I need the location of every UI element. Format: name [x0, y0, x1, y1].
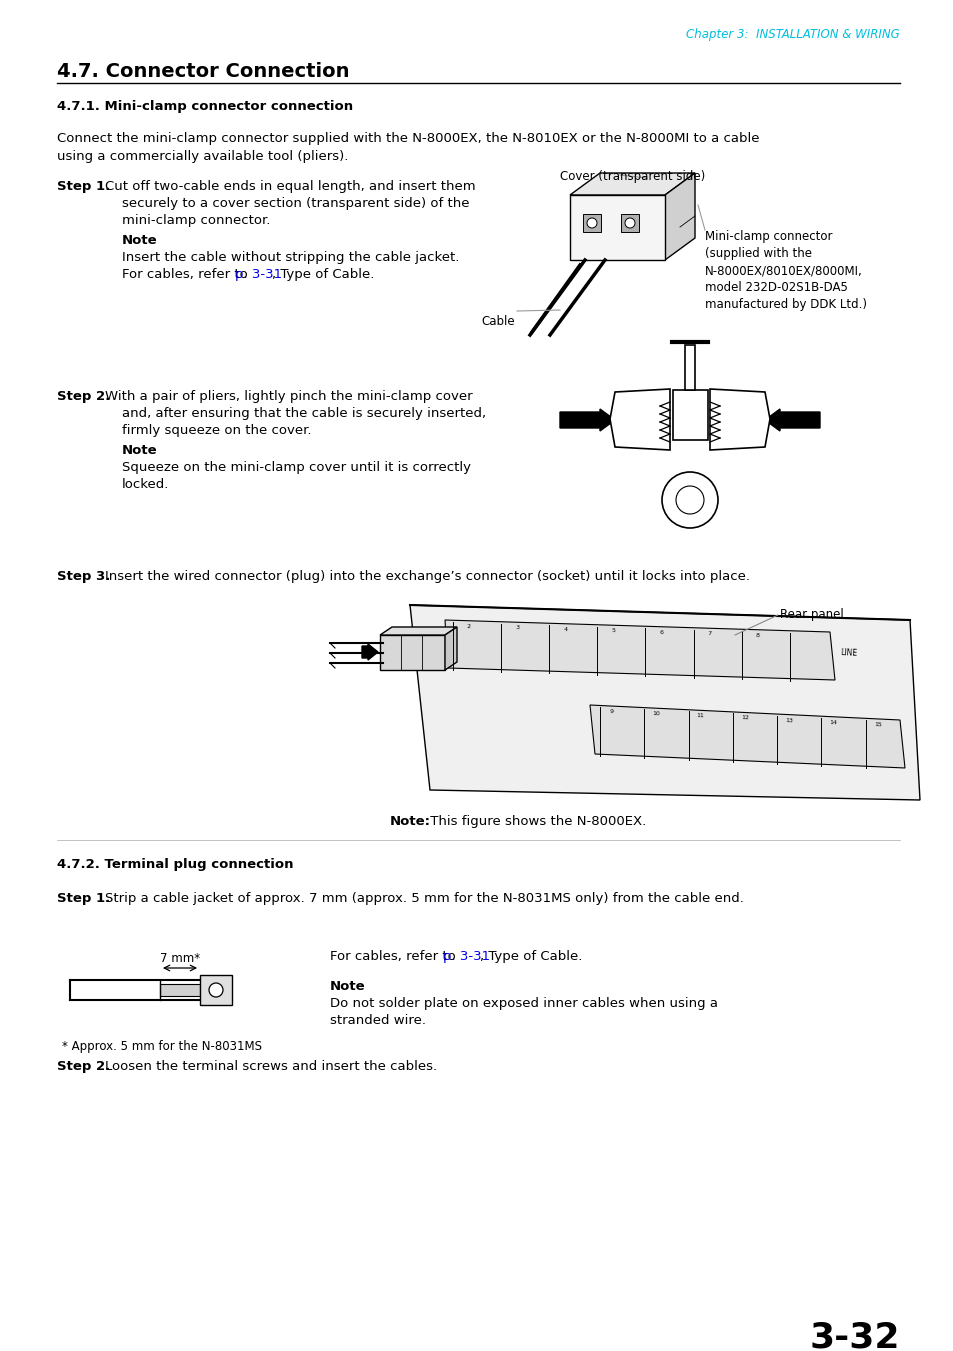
Text: Loosen the terminal screws and insert the cables.: Loosen the terminal screws and insert th… [105, 1061, 436, 1073]
Polygon shape [444, 620, 834, 680]
Text: Squeeze on the mini-clamp cover until it is correctly: Squeeze on the mini-clamp cover until it… [122, 461, 471, 474]
Bar [684, 345, 695, 390]
Text: securely to a cover section (transparent side) of the: securely to a cover section (transparent… [122, 197, 469, 209]
Text: 7: 7 [707, 631, 711, 636]
Circle shape [676, 486, 703, 513]
Text: using a commercially available tool (pliers).: using a commercially available tool (pli… [57, 150, 348, 163]
Polygon shape [410, 605, 919, 800]
Text: Note: Note [122, 444, 157, 457]
Text: Insert the wired connector (plug) into the exchange’s connector (socket) until i: Insert the wired connector (plug) into t… [105, 570, 749, 584]
Bar [160, 984, 200, 996]
Bar [379, 635, 444, 670]
Text: For cables, refer to: For cables, refer to [330, 950, 459, 963]
Text: 4.7.2. Terminal plug connection: 4.7.2. Terminal plug connection [57, 858, 294, 871]
Text: Step 2.: Step 2. [57, 390, 111, 403]
Text: 4.7.1. Mini-clamp connector connection: 4.7.1. Mini-clamp connector connection [57, 100, 353, 113]
Text: firmly squeeze on the cover.: firmly squeeze on the cover. [122, 424, 312, 436]
Text: Do not solder plate on exposed inner cables when using a: Do not solder plate on exposed inner cab… [330, 997, 718, 1011]
Text: p. 3-31: p. 3-31 [234, 267, 282, 281]
Text: For cables, refer to: For cables, refer to [122, 267, 252, 281]
Text: 14: 14 [829, 720, 837, 725]
Text: With a pair of pliers, lightly pinch the mini-clamp cover: With a pair of pliers, lightly pinch the… [105, 390, 472, 403]
Circle shape [661, 471, 718, 528]
Circle shape [209, 984, 223, 997]
Text: 3-32: 3-32 [809, 1320, 899, 1351]
Text: 13: 13 [784, 717, 793, 723]
Text: 9: 9 [609, 709, 614, 715]
Text: 6: 6 [659, 630, 663, 635]
Bar [620, 213, 639, 232]
Text: stranded wire.: stranded wire. [330, 1015, 426, 1027]
Text: Connect the mini-clamp connector supplied with the N-8000EX, the N-8010EX or the: Connect the mini-clamp connector supplie… [57, 132, 759, 145]
Text: Strip a cable jacket of approx. 7 mm (approx. 5 mm for the N-8031MS only) from t: Strip a cable jacket of approx. 7 mm (ap… [105, 892, 743, 905]
Text: 4: 4 [562, 627, 567, 632]
Text: Step 1.: Step 1. [57, 892, 111, 905]
Bar [672, 390, 707, 440]
Text: Chapter 3:  INSTALLATION & WIRING: Chapter 3: INSTALLATION & WIRING [685, 28, 899, 41]
Text: 3: 3 [515, 626, 518, 631]
Text: This figure shows the N-8000EX.: This figure shows the N-8000EX. [426, 815, 645, 828]
Polygon shape [379, 627, 456, 635]
Polygon shape [609, 389, 669, 450]
Polygon shape [569, 195, 664, 259]
Text: 10: 10 [652, 711, 659, 716]
Text: Note:: Note: [390, 815, 431, 828]
Text: 11: 11 [696, 713, 704, 719]
FancyArrow shape [361, 644, 377, 661]
Text: * Approx. 5 mm for the N-8031MS: * Approx. 5 mm for the N-8031MS [62, 1040, 262, 1052]
Text: LINE: LINE [840, 648, 857, 658]
Text: Cable: Cable [481, 315, 515, 328]
Text: 7 mm*: 7 mm* [160, 952, 200, 965]
FancyArrow shape [764, 409, 820, 431]
Text: p. 3-31: p. 3-31 [442, 950, 490, 963]
Text: and, after ensuring that the cable is securely inserted,: and, after ensuring that the cable is se… [122, 407, 486, 420]
Text: mini-clamp connector.: mini-clamp connector. [122, 213, 270, 227]
Text: 4.7. Connector Connection: 4.7. Connector Connection [57, 62, 349, 81]
Text: Cut off two-cable ends in equal length, and insert them: Cut off two-cable ends in equal length, … [105, 180, 476, 193]
Text: 15: 15 [873, 721, 881, 727]
FancyArrow shape [559, 409, 615, 431]
Text: locked.: locked. [122, 478, 170, 490]
Circle shape [624, 218, 635, 228]
Circle shape [586, 218, 597, 228]
Text: Step 1.: Step 1. [57, 180, 111, 193]
Text: , Type of Cable.: , Type of Cable. [479, 950, 581, 963]
Text: 12: 12 [740, 716, 748, 721]
Polygon shape [444, 627, 456, 670]
Polygon shape [664, 173, 695, 259]
Text: 8: 8 [755, 632, 760, 638]
Bar [200, 975, 232, 1005]
Text: Note: Note [122, 234, 157, 247]
Text: Step 3.: Step 3. [57, 570, 111, 584]
Text: Step 2.: Step 2. [57, 1061, 111, 1073]
Text: 5: 5 [611, 628, 615, 634]
Polygon shape [589, 705, 904, 767]
Polygon shape [569, 173, 695, 195]
Text: 2: 2 [466, 624, 471, 630]
Polygon shape [709, 389, 769, 450]
Text: , Type of Cable.: , Type of Cable. [272, 267, 374, 281]
Text: Cover (transparent side): Cover (transparent side) [559, 170, 704, 182]
Text: Note: Note [330, 979, 365, 993]
Text: Rear panel: Rear panel [780, 608, 842, 621]
Text: Insert the cable without stripping the cable jacket.: Insert the cable without stripping the c… [122, 251, 459, 263]
Bar [582, 213, 600, 232]
Text: Mini-clamp connector
(supplied with the
N-8000EX/8010EX/8000MI,
model 232D-02S1B: Mini-clamp connector (supplied with the … [704, 230, 866, 311]
